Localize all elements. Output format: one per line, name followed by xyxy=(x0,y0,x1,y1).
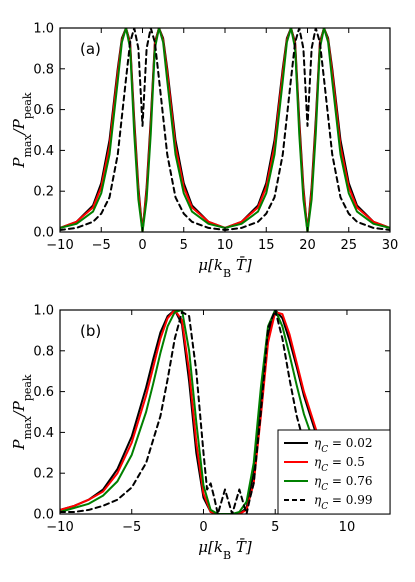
plot-frame xyxy=(59,309,391,515)
y-tick-label: 0.6 xyxy=(33,103,54,118)
x-axis-label: μ[kB T̄] xyxy=(198,256,252,280)
series-line xyxy=(60,28,390,232)
panel-b: −10 −5 0 5 10 0.0 0.2 0.4 0.6 0.8 1.0 μ[kB T̄] Pmax/… xyxy=(10,304,391,562)
series-line xyxy=(60,28,390,231)
y-tick-label: 0.2 xyxy=(33,185,54,200)
panel-label: (b) xyxy=(80,322,101,340)
x-tick-label: 0 xyxy=(199,520,207,535)
panel-a: −10 −5 0 5 10 15 20 25 30 0.0 0.2 0.4 0.6 0.8 1.0 μ[kB … xyxy=(10,22,398,280)
series-line xyxy=(60,310,390,514)
x-tick-label: 0 xyxy=(138,238,146,253)
y-tick-label: 0.6 xyxy=(33,385,54,400)
x-tick-label: 30 xyxy=(382,238,399,253)
panel-label: (a) xyxy=(80,40,101,58)
y-axis-label: Pmax/Ppeak xyxy=(10,92,34,169)
x-tick-label: 5 xyxy=(180,238,188,253)
series-group xyxy=(60,28,390,232)
y-tick-label: 1.0 xyxy=(33,304,54,319)
y-tick-label: 0.2 xyxy=(33,467,54,482)
y-tick-label: 0.8 xyxy=(33,62,54,77)
x-tick-label: −5 xyxy=(122,520,141,535)
x-tick-label: 20 xyxy=(299,238,316,253)
series-line xyxy=(60,310,390,514)
series-line xyxy=(60,310,390,514)
legend-entry: ηC = 0.99 xyxy=(314,493,373,512)
series-line xyxy=(60,28,390,232)
legend-entry: ηC = 0.76 xyxy=(314,474,373,493)
plot-frame xyxy=(59,27,391,233)
series-line xyxy=(60,28,390,232)
y-tick-label: 0.0 xyxy=(33,508,54,523)
x-tick-label: 10 xyxy=(217,238,234,253)
y-axis-label: Pmax/Ppeak xyxy=(10,374,34,451)
y-tick-label: 0.8 xyxy=(33,344,54,359)
y-tick-label: 1.0 xyxy=(33,22,54,37)
x-tick-label: 25 xyxy=(340,238,357,253)
x-tick-label: 5 xyxy=(271,520,279,535)
series-line xyxy=(60,310,390,514)
x-tick-label: −10 xyxy=(46,238,73,253)
y-tick-label: 0.0 xyxy=(33,226,54,241)
x-tick-label: −10 xyxy=(46,520,73,535)
legend-entry: ηC = 0.02 xyxy=(314,436,373,455)
legend-entry: ηC = 0.5 xyxy=(314,455,365,474)
series-group xyxy=(60,310,390,514)
x-tick-label: 10 xyxy=(339,520,356,535)
x-tick-label: −5 xyxy=(92,238,111,253)
x-axis-label: μ[kB T̄] xyxy=(198,538,252,562)
y-tick-label: 0.4 xyxy=(33,144,54,159)
x-tick-label: 15 xyxy=(258,238,275,253)
y-tick-label: 0.4 xyxy=(33,426,54,441)
